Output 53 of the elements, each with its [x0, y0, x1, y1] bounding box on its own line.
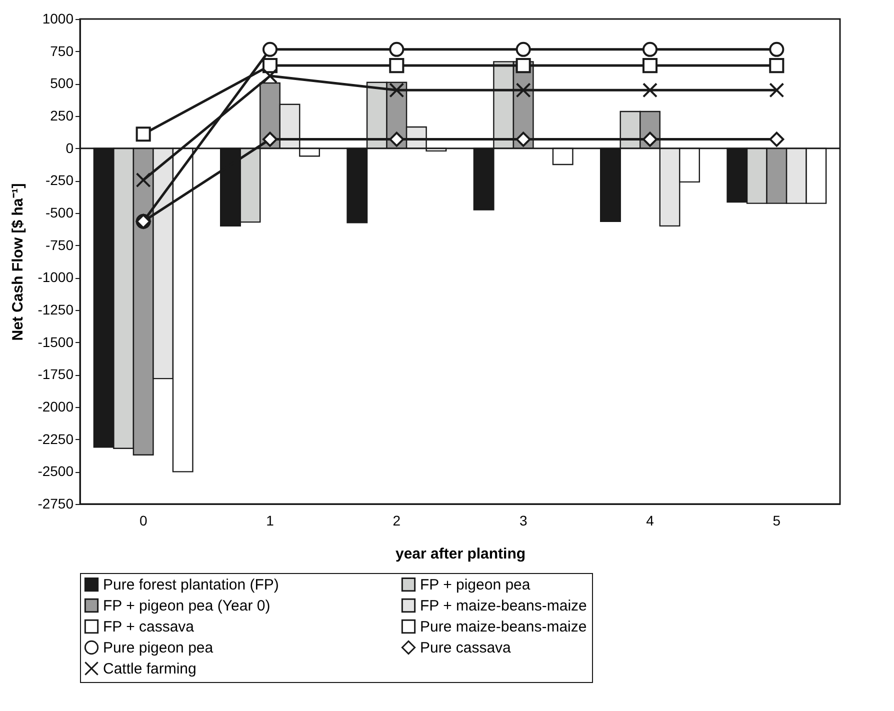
- legend-label: FP + pigeon pea (Year 0): [103, 598, 270, 614]
- point: [389, 42, 404, 57]
- point: [769, 82, 784, 98]
- y-axis-title: Net Cash Flow [$ ha⁻¹]: [10, 183, 27, 341]
- legend-label: FP + pigeon pea: [420, 576, 531, 594]
- y-tick-label: -500: [45, 204, 74, 220]
- legend-label: Pure forest plantation (FP): [103, 576, 279, 594]
- point: [642, 42, 658, 57]
- legend-label: Pure cassava: [420, 640, 512, 656]
- x-tick-label: 3: [519, 512, 528, 528]
- y-tick-label: 500: [50, 75, 74, 92]
- point: [389, 132, 404, 147]
- point: [642, 132, 658, 147]
- y-tick-label: -250: [45, 172, 74, 188]
- point: [516, 42, 531, 57]
- x-tick-label: 2: [392, 512, 401, 528]
- y-tick-label: -2500: [38, 463, 74, 480]
- point: [262, 58, 278, 74]
- legend-label: Cattle farming: [103, 660, 196, 678]
- y-tick-label: 0: [66, 140, 74, 156]
- point: [262, 68, 278, 84]
- y-tick-label: 750: [50, 42, 74, 59]
- y-tick-label: -2250: [38, 430, 74, 447]
- point: [516, 82, 531, 98]
- point: [389, 58, 404, 74]
- y-tick-label: -750: [45, 236, 74, 253]
- y-tick-label: -1000: [38, 269, 74, 286]
- y-tick-label: -1750: [38, 366, 74, 382]
- legend-label: Pure maize-beans-maize: [420, 618, 587, 636]
- point: [642, 58, 658, 74]
- y-tick-label: -1250: [38, 302, 74, 318]
- point: [262, 132, 278, 147]
- y-tick-label: -2750: [38, 496, 74, 512]
- y-tick-label: 250: [50, 108, 74, 124]
- point: [642, 82, 658, 98]
- x-tick-label: 5: [772, 512, 781, 528]
- y-tick-label: -1500: [38, 334, 74, 350]
- point: [516, 132, 531, 147]
- point: [516, 58, 531, 74]
- x-tick-label: 0: [139, 512, 148, 528]
- x-tick-label: 4: [646, 512, 654, 528]
- legend-label: FP + maize-beans-maize: [420, 598, 587, 614]
- legend-label: Pure pigeon pea: [103, 640, 214, 656]
- x-tick-label: 1: [266, 512, 274, 528]
- point: [136, 172, 151, 188]
- x-axis-title: year after planting: [395, 546, 526, 562]
- legend-label: FP + cassava: [103, 618, 195, 636]
- point: [769, 58, 784, 74]
- point: [136, 126, 151, 142]
- y-tick-label: 1000: [42, 10, 74, 26]
- y-tick-label: -2000: [38, 398, 74, 414]
- point: [262, 42, 278, 57]
- point: [389, 82, 404, 98]
